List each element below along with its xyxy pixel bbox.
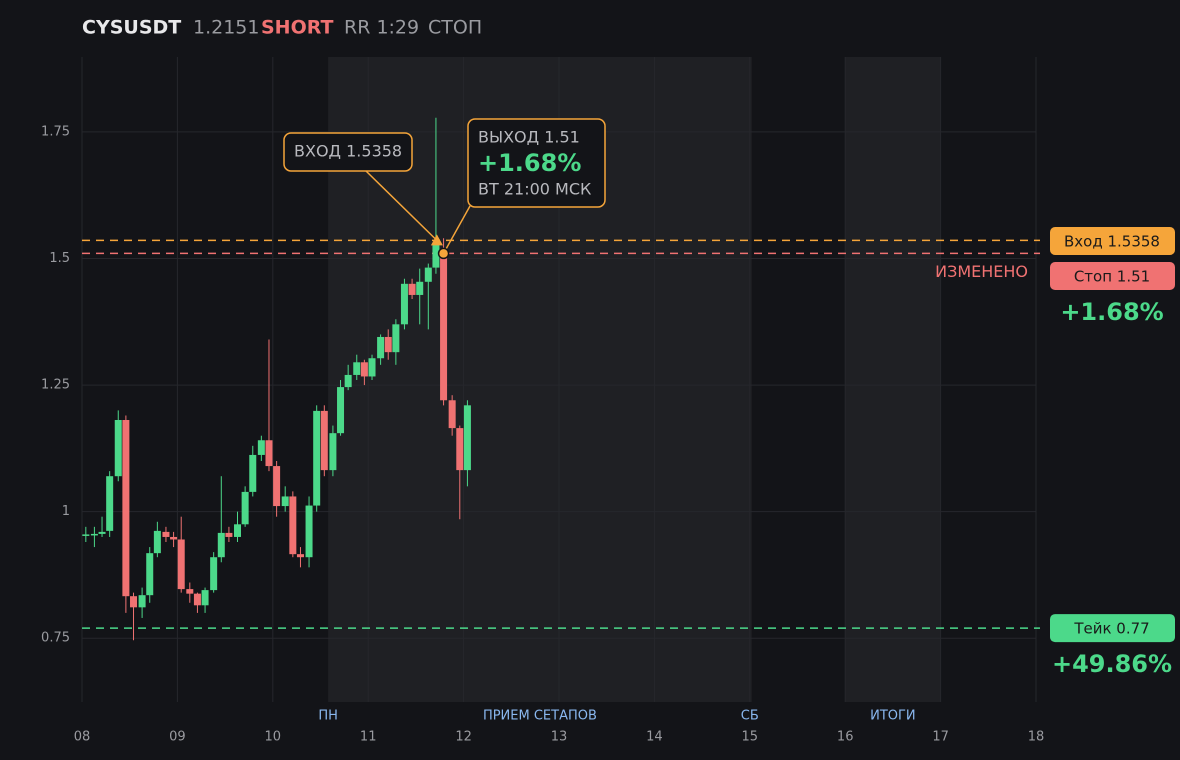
x-tick-label: 18 <box>1028 730 1045 745</box>
candle-body <box>210 557 218 591</box>
side: SHORT <box>261 17 334 39</box>
candle-body <box>177 539 185 590</box>
candle-body <box>130 596 138 608</box>
session-label: СБ <box>741 709 759 724</box>
x-tick-label: 11 <box>360 730 377 745</box>
candle-body <box>225 532 233 537</box>
x-tick-label: 15 <box>742 730 759 745</box>
candle-body <box>360 362 368 377</box>
candle-body <box>170 536 178 540</box>
annotation-box <box>467 118 606 208</box>
candle-body <box>138 595 146 608</box>
candle-body <box>329 433 337 471</box>
candle-body <box>162 531 170 537</box>
candle-body <box>432 242 440 268</box>
level-pnl: +49.86% <box>1052 650 1172 678</box>
candle-body <box>281 496 289 507</box>
candle-body <box>217 532 225 558</box>
session-label: ИТОГИ <box>870 709 916 724</box>
y-tick-label: 1.75 <box>41 124 70 139</box>
session-label: ПРИЕМ СЕТАПОВ <box>483 709 597 724</box>
risk-reward: RR 1:29 <box>344 17 419 39</box>
candle-body <box>265 440 273 467</box>
candle-body <box>377 336 385 359</box>
candle-body <box>257 440 265 455</box>
annotation-leader <box>442 205 471 254</box>
candle-body <box>153 530 161 554</box>
candle-body <box>193 593 201 606</box>
level-label: Стоп 1.51 <box>1074 268 1150 286</box>
level-badge <box>1050 227 1175 255</box>
annotation-text: +1.68% <box>478 149 581 177</box>
candle-body <box>344 374 352 388</box>
candle-body <box>146 553 154 596</box>
x-tick-label: 08 <box>74 730 91 745</box>
x-tick-label: 17 <box>932 730 949 745</box>
x-tick-label: 16 <box>837 730 854 745</box>
candle-body <box>241 491 249 525</box>
y-tick-label: 1 <box>62 504 70 519</box>
candle-body <box>408 283 416 295</box>
annotation-text: ВХОД 1.5358 <box>294 142 402 161</box>
level-note: ИЗМЕНЕНО <box>935 262 1028 281</box>
candle-body <box>234 524 242 537</box>
level-label: Тейк 0.77 <box>1073 620 1149 638</box>
candle-body <box>273 466 281 507</box>
candle-body <box>463 405 471 471</box>
level-pnl: +1.68% <box>1060 298 1163 326</box>
candle-body <box>337 387 345 434</box>
candle-body <box>98 531 106 534</box>
candle-body <box>122 420 130 597</box>
candle-body <box>305 505 313 558</box>
session-label: ПН <box>318 709 338 724</box>
x-tick-label: 14 <box>646 730 663 745</box>
x-tick-label: 13 <box>551 730 568 745</box>
level-label: Вход 1.5358 <box>1064 233 1160 251</box>
exit-marker <box>437 247 450 260</box>
status: СТОП <box>428 17 482 39</box>
candle-body <box>114 420 122 477</box>
candle-body <box>448 400 456 429</box>
candle-body <box>320 410 328 471</box>
x-tick-label: 10 <box>265 730 282 745</box>
level-badge <box>1050 262 1175 290</box>
candle-body <box>400 283 408 325</box>
candle-body <box>440 248 448 401</box>
candle-body <box>353 362 361 375</box>
candle-body <box>392 324 400 353</box>
candle-body <box>201 590 209 606</box>
candle-body <box>82 534 90 536</box>
candle-body <box>296 554 304 558</box>
candle-body <box>456 428 464 471</box>
candle-body <box>249 454 257 492</box>
y-tick-label: 0.75 <box>41 631 70 646</box>
candle-body <box>424 267 432 282</box>
candle-body <box>313 410 321 506</box>
x-tick-label: 12 <box>455 730 472 745</box>
candle-body <box>106 476 114 531</box>
symbol: CYSUSDT <box>82 17 181 39</box>
entry-marker <box>430 234 443 246</box>
candle-body <box>368 358 376 377</box>
candle-body <box>384 336 392 353</box>
candle-body <box>416 281 424 295</box>
level-badge <box>1050 614 1175 643</box>
annotation-text: ВТ 21:00 МСК <box>478 180 592 199</box>
candle-body <box>289 496 297 555</box>
session-band <box>845 57 941 702</box>
y-tick-label: 1.25 <box>41 378 70 393</box>
candle-body <box>186 589 194 594</box>
y-tick-label: 1.5 <box>49 251 70 266</box>
candle-body <box>90 533 98 536</box>
price: 1.2151 <box>193 17 259 39</box>
annotation-text: ВЫХОД 1.51 <box>478 128 580 147</box>
annotation-box <box>283 132 413 172</box>
x-tick-label: 09 <box>169 730 186 745</box>
annotation-leader <box>365 170 438 241</box>
